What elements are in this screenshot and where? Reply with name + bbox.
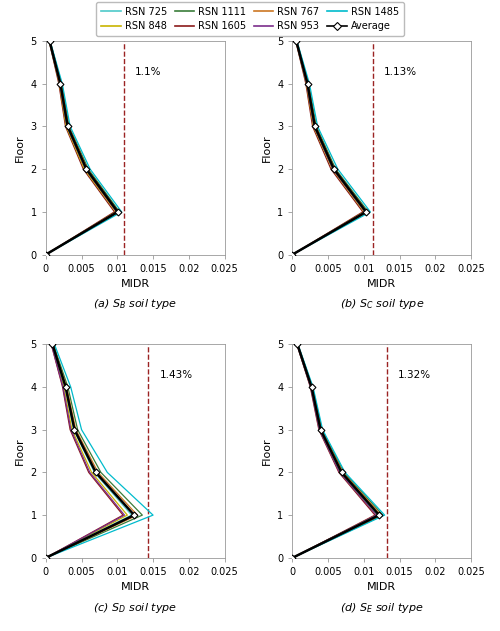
Y-axis label: Floor: Floor: [15, 134, 25, 162]
Text: (a) S$_B$ soil type: (a) S$_B$ soil type: [93, 297, 177, 311]
Y-axis label: Floor: Floor: [15, 437, 25, 465]
Text: (b) S$_C$ soil type: (b) S$_C$ soil type: [340, 297, 424, 311]
X-axis label: MIDR: MIDR: [367, 279, 396, 289]
Text: 1.1%: 1.1%: [135, 67, 162, 77]
Text: 1.43%: 1.43%: [160, 370, 194, 380]
Legend: RSN 725, RSN 848, RSN 1111, RSN 1605, RSN 767, RSN 953, RSN 1485, Average: RSN 725, RSN 848, RSN 1111, RSN 1605, RS…: [96, 2, 404, 37]
Text: (c) S$_D$ soil type: (c) S$_D$ soil type: [93, 601, 177, 615]
X-axis label: MIDR: MIDR: [120, 279, 150, 289]
Y-axis label: Floor: Floor: [262, 437, 272, 465]
Text: 1.13%: 1.13%: [384, 67, 417, 77]
X-axis label: MIDR: MIDR: [120, 582, 150, 593]
Text: 1.32%: 1.32%: [398, 370, 432, 380]
Y-axis label: Floor: Floor: [262, 134, 272, 162]
X-axis label: MIDR: MIDR: [367, 582, 396, 593]
Text: (d) S$_E$ soil type: (d) S$_E$ soil type: [340, 601, 423, 615]
